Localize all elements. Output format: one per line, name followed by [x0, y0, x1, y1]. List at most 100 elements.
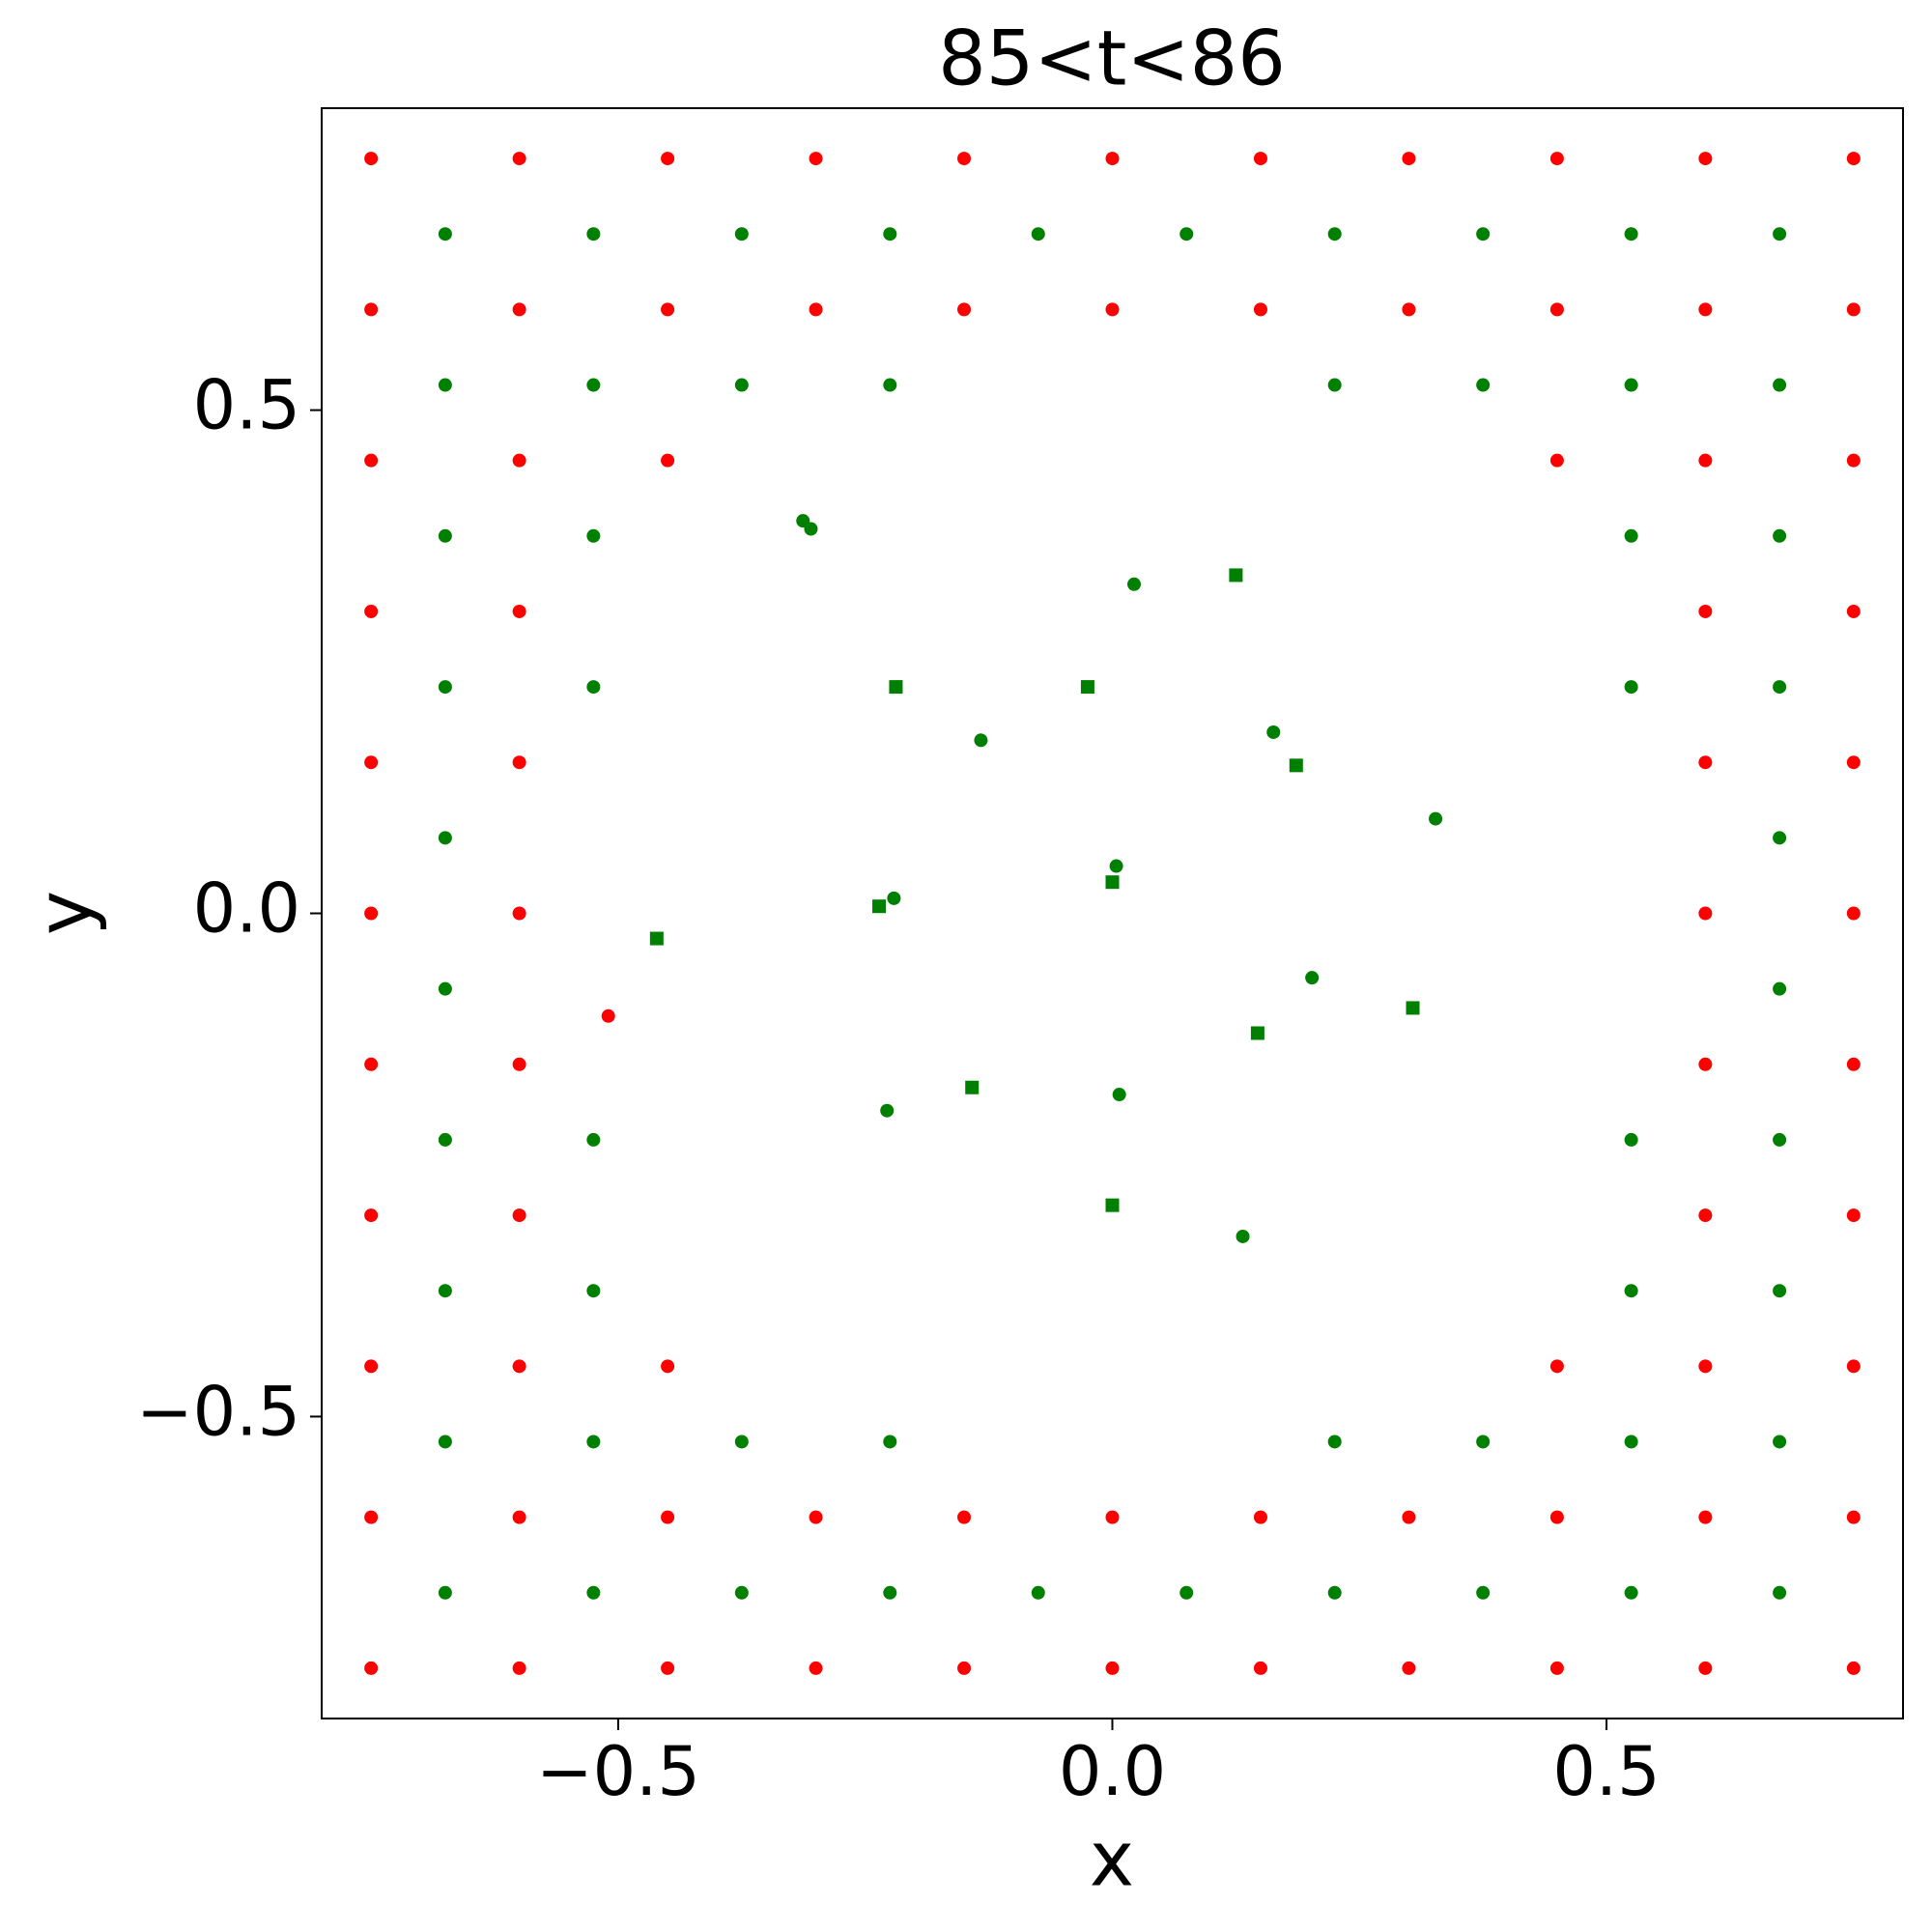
- point: [1698, 453, 1713, 468]
- point: [1846, 152, 1861, 166]
- point: [1327, 378, 1342, 392]
- point: [1327, 227, 1342, 242]
- point: [364, 1359, 379, 1374]
- point: [1476, 1435, 1491, 1449]
- point: [1549, 453, 1564, 468]
- point: [1549, 1359, 1564, 1374]
- y-axis-label: y: [21, 891, 108, 935]
- point: [1476, 378, 1491, 392]
- point: [883, 1435, 897, 1449]
- point: [809, 1661, 823, 1675]
- point: [1698, 1359, 1713, 1374]
- point: [364, 755, 379, 770]
- point: [586, 1132, 601, 1147]
- point: [364, 1661, 379, 1675]
- point: [1429, 811, 1443, 826]
- point: [1773, 1585, 1787, 1600]
- point: [661, 152, 675, 166]
- point: [734, 1435, 749, 1449]
- point: [438, 680, 452, 695]
- point: [1031, 227, 1045, 242]
- point: [1179, 1585, 1194, 1600]
- point: [1476, 227, 1491, 242]
- point: [438, 1132, 452, 1147]
- point: [1624, 1585, 1638, 1600]
- point: [1327, 1435, 1342, 1449]
- point: [1305, 971, 1320, 985]
- point: [1624, 227, 1638, 242]
- point: [438, 378, 452, 392]
- point: [1250, 1026, 1264, 1040]
- point: [1105, 1661, 1120, 1675]
- point: [586, 1284, 601, 1298]
- point: [1105, 1510, 1120, 1524]
- point: [364, 1510, 379, 1524]
- point: [1105, 152, 1120, 166]
- point: [957, 1510, 972, 1524]
- point: [661, 1510, 675, 1524]
- point: [1266, 724, 1281, 739]
- point: [1105, 302, 1120, 317]
- point: [1549, 1661, 1564, 1675]
- point: [1698, 755, 1713, 770]
- point: [883, 1585, 897, 1600]
- point: [601, 1009, 615, 1023]
- point: [661, 302, 675, 317]
- plot-frame: [321, 107, 1904, 1719]
- point: [661, 453, 675, 468]
- point: [889, 680, 903, 695]
- point: [1236, 1229, 1250, 1243]
- point: [974, 733, 988, 748]
- point: [1112, 1088, 1126, 1102]
- point: [887, 891, 901, 905]
- point: [438, 981, 452, 996]
- point: [661, 1661, 675, 1675]
- point: [512, 1359, 526, 1374]
- point: [1773, 1284, 1787, 1298]
- point: [512, 152, 526, 166]
- point: [438, 831, 452, 845]
- point: [364, 1208, 379, 1223]
- point: [880, 1103, 895, 1118]
- point: [438, 528, 452, 543]
- point: [1549, 302, 1564, 317]
- point: [1109, 859, 1123, 873]
- point: [1549, 152, 1564, 166]
- point: [1773, 831, 1787, 845]
- point: [1402, 302, 1416, 317]
- point: [809, 152, 823, 166]
- point: [1846, 1359, 1861, 1374]
- point: [1846, 906, 1861, 921]
- point: [734, 1585, 749, 1600]
- point: [1698, 302, 1713, 317]
- point: [649, 931, 664, 946]
- point: [1773, 378, 1787, 392]
- point: [438, 1585, 452, 1600]
- point: [1406, 1001, 1420, 1015]
- point: [1773, 680, 1787, 695]
- point: [1624, 378, 1638, 392]
- point: [1698, 1208, 1713, 1223]
- point: [512, 1208, 526, 1223]
- point: [1624, 528, 1638, 543]
- point: [1773, 528, 1787, 543]
- point: [957, 1661, 972, 1675]
- point: [586, 680, 601, 695]
- point: [734, 378, 749, 392]
- point: [1253, 152, 1267, 166]
- point: [512, 604, 526, 618]
- point: [364, 604, 379, 618]
- point: [1127, 577, 1142, 591]
- y-tick-label: 0.0: [193, 869, 300, 949]
- point: [1773, 1132, 1787, 1147]
- point: [809, 302, 823, 317]
- point: [1846, 755, 1861, 770]
- point: [364, 906, 379, 921]
- point: [809, 1510, 823, 1524]
- point: [1624, 1132, 1638, 1147]
- point: [1105, 875, 1120, 890]
- point: [1031, 1585, 1045, 1600]
- point: [872, 899, 887, 914]
- point: [883, 378, 897, 392]
- y-tick-label: −0.5: [136, 1372, 300, 1451]
